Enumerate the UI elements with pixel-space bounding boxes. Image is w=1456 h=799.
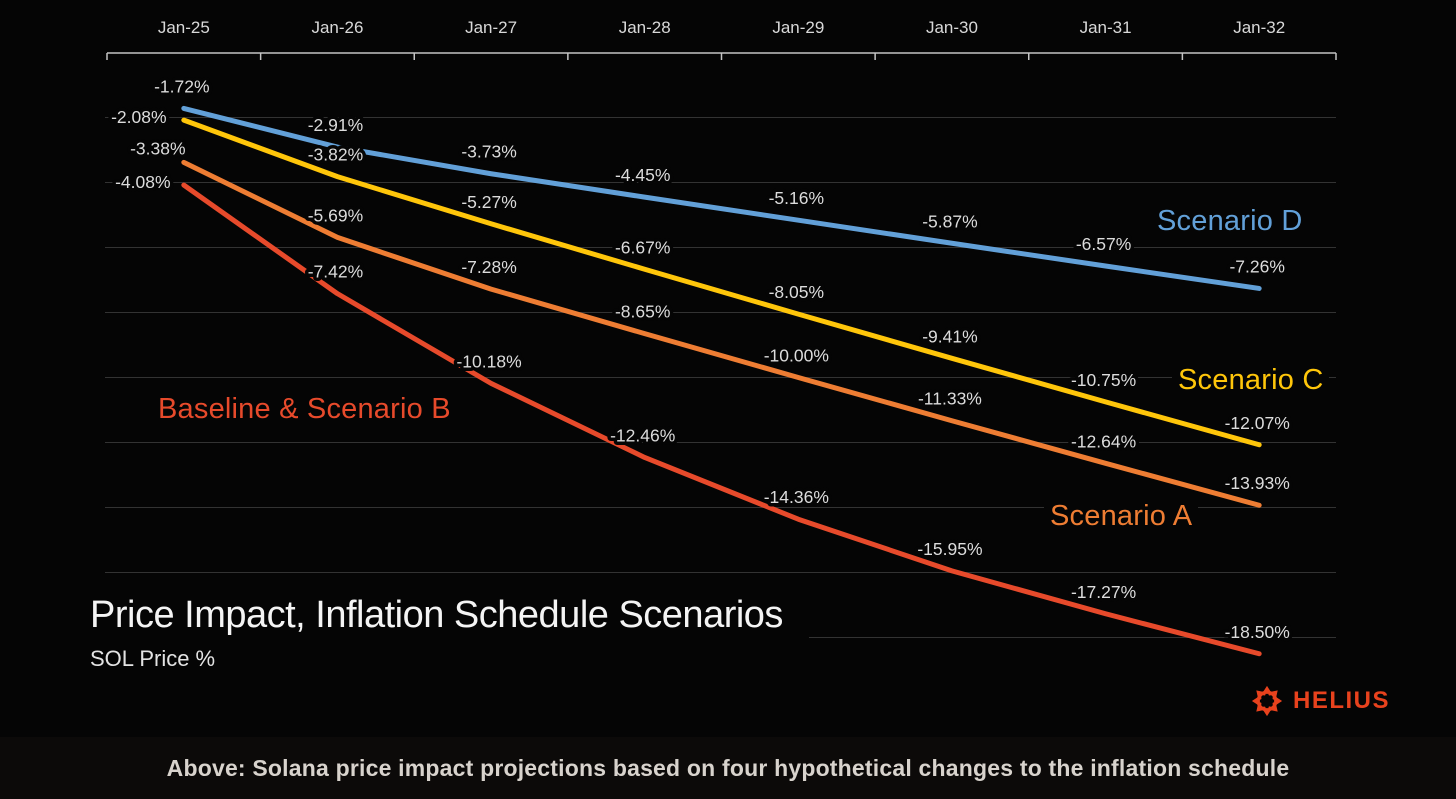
svg-text:-10.18%: -10.18% <box>456 351 521 371</box>
chart-title: Price Impact, Inflation Schedule Scenari… <box>88 594 809 645</box>
svg-text:-8.05%: -8.05% <box>769 282 824 302</box>
svg-text:-14.36%: -14.36% <box>764 487 829 507</box>
caption-text: Above: Solana price impact projections b… <box>166 754 1290 781</box>
svg-text:-3.82%: -3.82% <box>308 145 363 165</box>
svg-text:-2.91%: -2.91% <box>308 115 363 135</box>
svg-text:Jan-29: Jan-29 <box>772 18 824 37</box>
svg-text:-18.50%: -18.50% <box>1225 622 1290 642</box>
helius-logo: HELIUS <box>1250 684 1390 718</box>
caption-band: Above: Solana price impact projections b… <box>0 737 1456 799</box>
annotation-scenario-c: Scenario C <box>1172 363 1330 398</box>
svg-text:-5.27%: -5.27% <box>461 192 516 212</box>
svg-text:-4.08%: -4.08% <box>115 172 170 192</box>
svg-text:Jan-31: Jan-31 <box>1080 18 1132 37</box>
svg-text:-3.73%: -3.73% <box>461 142 516 162</box>
svg-text:Jan-30: Jan-30 <box>926 18 978 37</box>
svg-text:-12.07%: -12.07% <box>1225 413 1290 433</box>
svg-text:-6.57%: -6.57% <box>1076 234 1131 254</box>
svg-text:-17.27%: -17.27% <box>1071 582 1136 602</box>
svg-text:Jan-25: Jan-25 <box>158 18 210 37</box>
svg-text:-7.26%: -7.26% <box>1229 256 1284 276</box>
svg-text:-12.46%: -12.46% <box>610 425 675 445</box>
svg-text:-5.16%: -5.16% <box>769 188 824 208</box>
svg-text:Jan-28: Jan-28 <box>619 18 671 37</box>
svg-text:-5.87%: -5.87% <box>922 211 977 231</box>
svg-text:Jan-32: Jan-32 <box>1233 18 1285 37</box>
svg-text:-3.38%: -3.38% <box>130 138 185 158</box>
svg-text:Jan-26: Jan-26 <box>311 18 363 37</box>
chart-subtitle: SOL Price % <box>90 646 216 671</box>
svg-text:Jan-27: Jan-27 <box>465 18 517 37</box>
svg-text:-2.08%: -2.08% <box>111 107 166 127</box>
helius-sunburst-icon <box>1251 685 1283 717</box>
svg-text:-5.69%: -5.69% <box>308 205 363 225</box>
svg-text:-7.28%: -7.28% <box>461 257 516 277</box>
helius-logo-text: HELIUS <box>1293 687 1391 714</box>
annotation-baseline-scenario-b: Baseline & Scenario B <box>152 392 457 427</box>
svg-text:-10.75%: -10.75% <box>1071 370 1136 390</box>
svg-text:-6.67%: -6.67% <box>615 237 670 257</box>
svg-text:-1.72%: -1.72% <box>154 76 209 96</box>
svg-text:-4.45%: -4.45% <box>615 165 670 185</box>
svg-text:-8.65%: -8.65% <box>615 302 670 322</box>
svg-text:-10.00%: -10.00% <box>764 346 829 366</box>
svg-text:-12.64%: -12.64% <box>1071 431 1136 451</box>
annotation-scenario-a: Scenario A <box>1044 499 1199 534</box>
svg-text:-11.33%: -11.33% <box>918 389 982 409</box>
svg-text:-15.95%: -15.95% <box>917 539 982 559</box>
svg-text:-13.93%: -13.93% <box>1225 473 1290 493</box>
annotation-scenario-d: Scenario D <box>1157 205 1303 237</box>
svg-text:-7.42%: -7.42% <box>308 262 363 282</box>
svg-text:-9.41%: -9.41% <box>922 326 977 346</box>
